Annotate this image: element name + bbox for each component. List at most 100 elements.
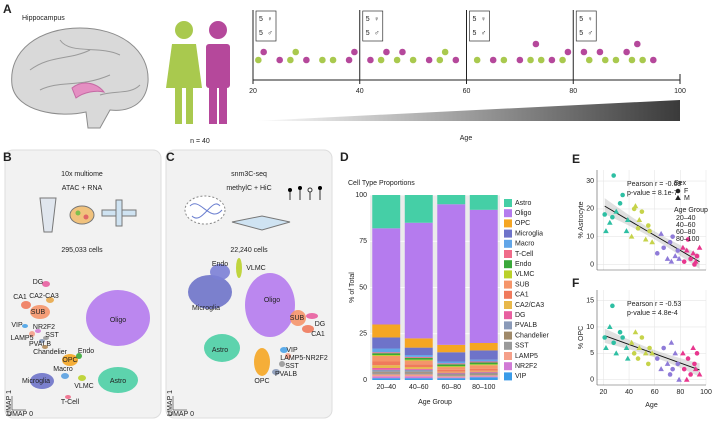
legend-swatch [504, 372, 512, 381]
bar-segment [404, 357, 433, 360]
point [672, 350, 679, 356]
point [692, 258, 699, 264]
donor-dot [585, 56, 593, 64]
y-tick-label: 75 [359, 238, 367, 245]
point [636, 345, 643, 351]
donor-dot [601, 56, 609, 64]
female-count: 5 [473, 16, 477, 23]
bar-segment [469, 374, 498, 376]
female-symbol: ♀ [481, 16, 486, 23]
legend-swatch [504, 331, 512, 340]
legend-swatch [504, 301, 512, 309]
point [675, 248, 681, 253]
point [647, 228, 652, 234]
cluster-label: DG [315, 321, 326, 328]
bar-segment [372, 361, 401, 366]
point [642, 236, 649, 242]
bar-segment [469, 375, 498, 377]
point [649, 350, 655, 356]
donor-dot [383, 48, 390, 56]
point [620, 192, 625, 198]
cluster-label: OPC [62, 357, 77, 364]
point [675, 361, 681, 367]
cluster-label: Astro [212, 347, 228, 354]
point [624, 217, 631, 222]
panel-title: snm3C-seq [231, 171, 267, 178]
x-tick-label: 20 [600, 389, 608, 396]
bar-segment [372, 369, 401, 372]
point [645, 361, 651, 367]
male-symbol: ♂ [374, 30, 379, 37]
donor-dot [596, 48, 604, 56]
point [628, 339, 635, 345]
legend-label: DG [515, 312, 526, 319]
y-tick-label: 100 [355, 192, 367, 199]
umap-cluster [254, 348, 270, 376]
y-axis-title: % of Total [349, 272, 356, 303]
bar-segment [469, 209, 498, 343]
female-count: 5 [259, 16, 263, 23]
umap-y-label: UMAP 1 [167, 390, 174, 416]
umap-cluster [78, 375, 86, 381]
point [668, 339, 675, 345]
panel-label: F [572, 276, 579, 290]
bar-segment [437, 367, 466, 370]
donor-dot [276, 56, 283, 64]
donor-dot [639, 56, 646, 64]
bar-segment [469, 376, 498, 378]
cluster-label: CA1 [311, 331, 325, 338]
legend-label: Macro [515, 241, 535, 248]
y-tick-label: 10 [586, 324, 594, 331]
point [632, 329, 639, 335]
legend-label: 40–60 [676, 222, 696, 229]
legend-label: CA1 [515, 292, 529, 299]
point [635, 356, 641, 361]
bar-segment [437, 378, 466, 380]
bar-segment [372, 376, 401, 379]
point [683, 376, 690, 382]
donor-dot [537, 56, 545, 64]
x-tick-label: 80 [676, 389, 684, 396]
x-tick-label: 80 [569, 88, 577, 95]
bar-segment [404, 369, 433, 372]
donor-dot [489, 56, 497, 64]
legend-swatch [504, 199, 512, 207]
cluster-label: Oligo [264, 297, 280, 304]
point [607, 219, 613, 225]
annotation: Pearson r = -0.53 [627, 301, 681, 308]
umap-cluster [62, 354, 78, 366]
female-symbol: ♀ [267, 16, 272, 23]
bar-segment [404, 371, 433, 373]
x-axis-title: Age Group [418, 399, 452, 406]
point [611, 173, 616, 178]
bar-segment [372, 367, 401, 370]
legend-label: OPC [515, 220, 530, 227]
bar-segment [469, 368, 498, 371]
umap-cluster [76, 353, 82, 359]
bar-segment [469, 350, 498, 360]
umap-cluster [285, 353, 291, 359]
bar-segment [437, 195, 466, 205]
point [639, 335, 645, 340]
cluster-label: Macro [53, 366, 73, 373]
bar-segment [469, 195, 498, 210]
male-count: 5 [259, 30, 263, 37]
legend-label: Astro [515, 200, 531, 207]
point [661, 345, 666, 351]
x-axis-title: Age [645, 402, 658, 409]
bar-segment [437, 374, 466, 376]
umap-cluster [280, 347, 288, 353]
legend-swatch [504, 260, 512, 269]
cluster-label: DG [33, 279, 44, 286]
cluster-label: Chandelier [33, 349, 68, 356]
annotation: p-value = 4.8e-4 [627, 310, 678, 317]
count-box [362, 10, 384, 42]
bar-segment [372, 228, 401, 325]
bar-segment [372, 372, 401, 375]
cluster-label: SUB [290, 315, 305, 322]
male-symbol: ♂ [588, 30, 593, 37]
point [668, 258, 675, 264]
umap-cluster [30, 305, 50, 319]
bar-segment [372, 378, 401, 380]
donor-dot [473, 56, 481, 64]
